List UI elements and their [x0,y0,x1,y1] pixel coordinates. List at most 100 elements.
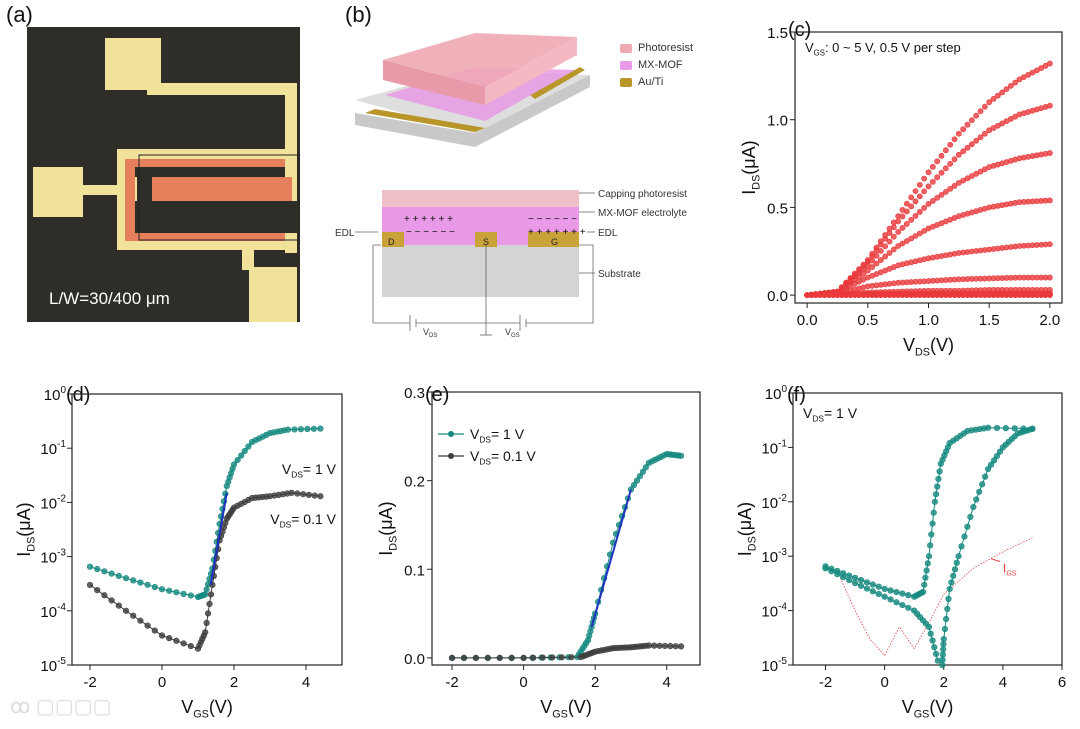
data-point [317,425,324,432]
legend-label: Au/Ti [638,76,664,88]
y-tick-label: 100 [765,384,788,403]
data-point [94,565,101,573]
legend-marker [448,431,454,437]
legend-marker [448,453,454,459]
data-point [677,643,685,650]
data-point [857,582,865,589]
data-point [916,230,923,237]
data-point [642,464,649,471]
data-point [234,456,241,464]
y-axis-label: IDS(μA) [739,140,763,194]
data-point [846,577,853,584]
data-point [934,158,941,165]
data-point [955,130,962,137]
data-point [886,238,893,245]
data-point [929,637,936,644]
data-point [899,213,906,220]
y-tick-label: 0.3 [404,385,425,402]
data-point [929,520,936,527]
y-tick-label: 0.0 [767,288,788,305]
data-point [1046,60,1053,67]
data-point [180,590,187,597]
data-point [925,169,932,176]
data-point [960,148,967,155]
data-point [158,632,166,639]
data-point [245,443,252,450]
data-point [1011,425,1018,432]
data-point [207,591,215,598]
data-point [942,188,949,195]
chart-c: (c) 0.0 0.5 1.0 1.5 2.0 0.0 0.5 1.0 1.5 VDS(V) IDS(… [739,19,1063,359]
data-point [496,654,503,662]
data-point [940,641,947,648]
data-point [977,134,984,141]
data-point [672,643,679,650]
data-point [951,136,958,143]
data-point [973,137,980,144]
panel-b-label: (b) [345,2,372,27]
panel-label: (c) [788,19,811,41]
data-point [144,581,151,588]
legend-photoresist: Photoresist [620,42,693,54]
data-point [869,581,876,588]
data-point [108,570,115,577]
x-tick-label: 4 [999,674,1007,691]
data-point [1002,425,1009,432]
data-point [530,654,537,661]
x-axis-label: VGS(V) [902,697,954,721]
gate-label: G [551,237,558,247]
data-point [973,496,980,503]
material-legend: Photoresist MX-MOF Au/Ti [620,42,693,88]
x-tick-label: 0.0 [797,312,818,329]
data-point [938,152,945,159]
data-point [929,163,936,170]
data-point [887,596,894,603]
data-point [180,640,187,647]
data-point [994,92,1001,99]
y-tick-label: 10-3 [40,548,66,567]
y-tick-label: 10-5 [761,656,787,675]
data-point [925,200,932,207]
data-point [151,627,158,634]
data-point [938,191,945,198]
data-point [908,235,915,242]
legend-mx-mof: MX-MOF [620,59,693,71]
data-point [822,565,829,572]
data-point [919,588,927,596]
y-tick-label: 10-5 [40,656,66,675]
data-point [908,217,915,223]
scale-label: L/W=30/400 μm [49,289,170,308]
y-axis-label: IDS(μA) [735,502,759,556]
data-point [639,468,646,475]
data-point [973,112,980,119]
legend-label: Photoresist [638,42,694,54]
data-point [863,585,871,592]
data-point [873,252,880,259]
data-point [908,194,915,201]
data-point [964,121,971,128]
data-point [990,96,997,102]
data-point [984,424,992,431]
data-point [928,531,935,538]
data-point [967,513,974,520]
data-point [661,642,669,650]
y-tick-label: 1.0 [767,113,788,130]
data-point [1003,86,1010,93]
data-point [173,589,180,596]
data-point [448,654,456,662]
legend-label: VDS= 1 V [470,426,525,445]
data-point [288,489,295,496]
data-point [241,447,248,455]
data-point [934,194,941,201]
y-tick-label: 10-1 [40,439,66,458]
data-point [882,243,889,250]
data-point [166,635,173,642]
data-point [187,642,194,650]
data-point [964,523,971,530]
data-point [86,563,94,570]
x-tick-label: 0 [158,674,166,691]
x-tick-label: 6 [1058,674,1066,691]
edl-right-label: EDL [598,228,618,239]
data-point [864,267,871,274]
